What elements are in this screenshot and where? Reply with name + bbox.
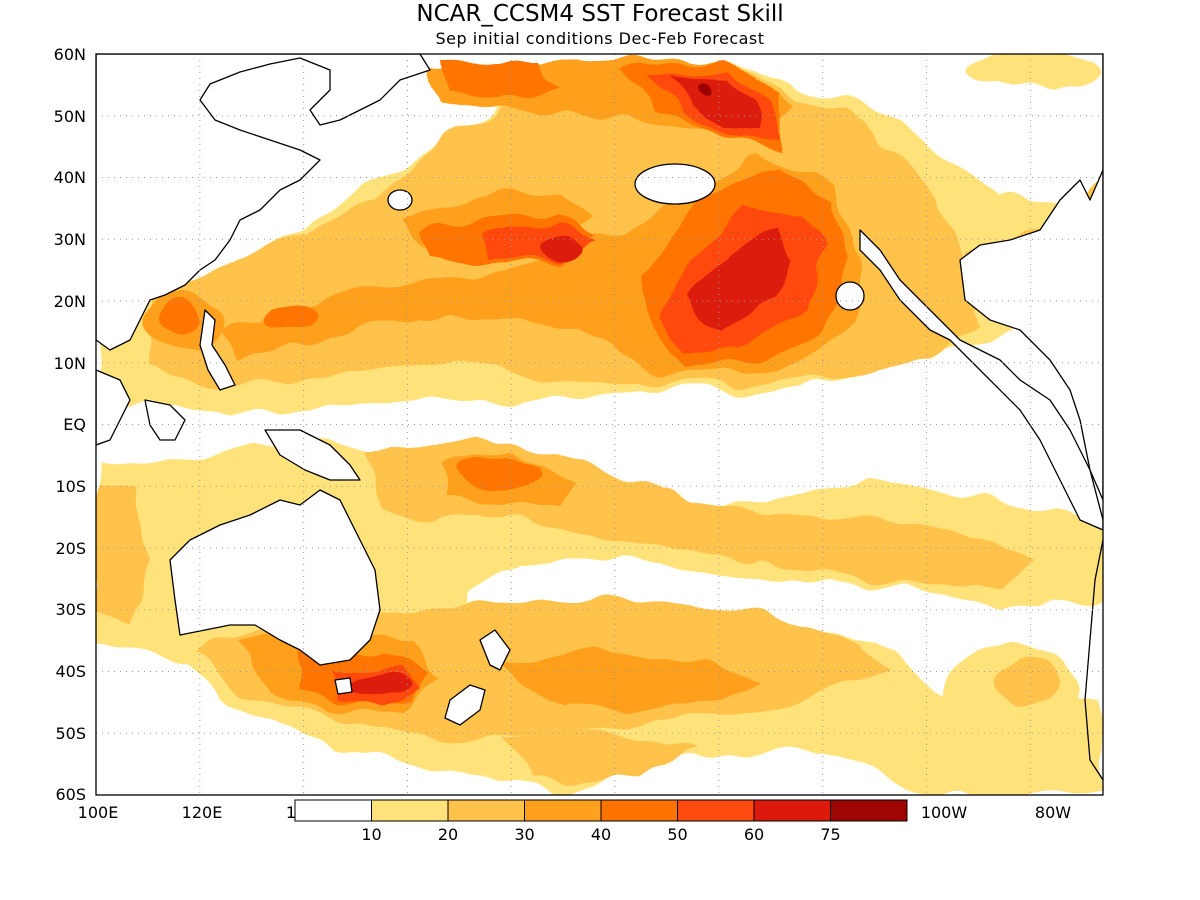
lat-label-40n: 40N — [54, 168, 86, 187]
colorbar-label: 20 — [438, 825, 458, 844]
lat-label-30s: 30S — [55, 600, 86, 619]
colorbar-label: 40 — [591, 825, 611, 844]
lon-label-80w: 80W — [1035, 803, 1071, 822]
colorbar-label: 60 — [744, 825, 764, 844]
colorbar-swatch — [600, 799, 678, 822]
map-frame — [95, 53, 1104, 796]
lon-label-100e: 100E — [78, 803, 119, 822]
chart-title: NCAR_CCSM4 SST Forecast Skill — [416, 1, 783, 27]
lat-label-60n: 60N — [54, 45, 86, 64]
colorbar-swatch — [294, 799, 372, 822]
colorbar-swatch — [753, 799, 831, 822]
colorbar-swatch — [524, 799, 602, 822]
colorbar-lead-label: 1 — [286, 803, 296, 822]
latitude-axis: 60N 50N 40N 30N 20N 10N EQ 10S 20S 30S 4… — [54, 45, 86, 804]
lat-label-60s: 60S — [55, 785, 86, 804]
colorbar-swatch — [447, 799, 525, 822]
lat-label-20s: 20S — [55, 539, 86, 558]
colorbar-label: 10 — [361, 825, 381, 844]
lon-label-100w: 100W — [921, 803, 968, 822]
lon-label-120e: 120E — [182, 803, 223, 822]
lat-label-10s: 10S — [55, 477, 86, 496]
colorbar-swatch — [371, 799, 449, 822]
lat-label-50n: 50N — [54, 107, 86, 126]
colorbar-label: 30 — [514, 825, 534, 844]
lat-label-50s: 50S — [55, 724, 86, 743]
colorbar-label: 75 — [820, 825, 840, 844]
skill-field — [96, 54, 1103, 795]
chart-subtitle: Sep initial conditions Dec-Feb Forecast — [435, 29, 764, 48]
colorbar-label: 50 — [667, 825, 687, 844]
lat-label-eq: EQ — [63, 415, 86, 434]
colorbar-swatch — [830, 799, 908, 822]
coastlines — [96, 54, 1103, 781]
lat-label-20n: 20N — [54, 292, 86, 311]
colorbar-swatch — [677, 799, 755, 822]
longitude-axis: 100E 120E 100W 80W — [78, 803, 1072, 822]
lat-label-10n: 10N — [54, 354, 86, 373]
colorbar: 1 10 20 30 40 50 60 75 — [286, 799, 909, 844]
lat-label-30n: 30N — [54, 230, 86, 249]
lat-label-40s: 40S — [55, 662, 86, 681]
